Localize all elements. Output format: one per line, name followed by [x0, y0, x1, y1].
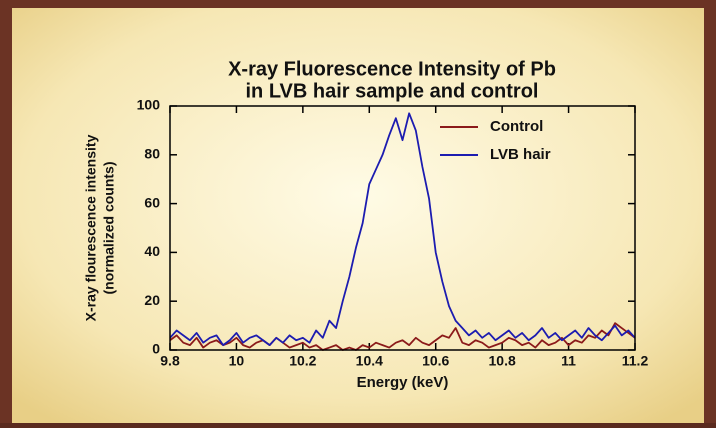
y-tick-label: 60 [144, 194, 160, 210]
chart-title: in LVB hair sample and control [245, 80, 538, 102]
legend-label: Control [490, 118, 543, 135]
x-axis-label: Energy (keV) [357, 374, 449, 391]
y-axis-label: X-ray flourescence intensity [83, 134, 99, 321]
y-tick-label: 100 [137, 97, 161, 113]
y-tick-label: 0 [152, 341, 160, 357]
data-line [169, 112, 636, 347]
x-tick-label: 10.2 [289, 353, 316, 369]
x-tick-label: 10 [229, 353, 245, 369]
x-tick-label: 10.4 [356, 353, 383, 369]
x-tick-label: 9.8 [160, 353, 180, 369]
y-tick-label: 20 [144, 292, 160, 308]
slide-panel [12, 8, 704, 423]
y-tick-label: 40 [144, 243, 160, 259]
legend-label: LVB hair [490, 146, 551, 163]
x-tick-label: 10.6 [422, 353, 449, 369]
y-axis-label: (normalized counts) [101, 161, 117, 294]
data-line [169, 322, 636, 351]
x-tick-label: 10.8 [489, 353, 516, 369]
x-tick-label: 11 [561, 353, 576, 369]
y-tick-label: 80 [144, 146, 160, 162]
plot-frame [169, 105, 636, 351]
x-tick-label: 11.2 [622, 353, 649, 369]
chart-title: X-ray Fluorescence Intensity of Pb [228, 58, 556, 80]
